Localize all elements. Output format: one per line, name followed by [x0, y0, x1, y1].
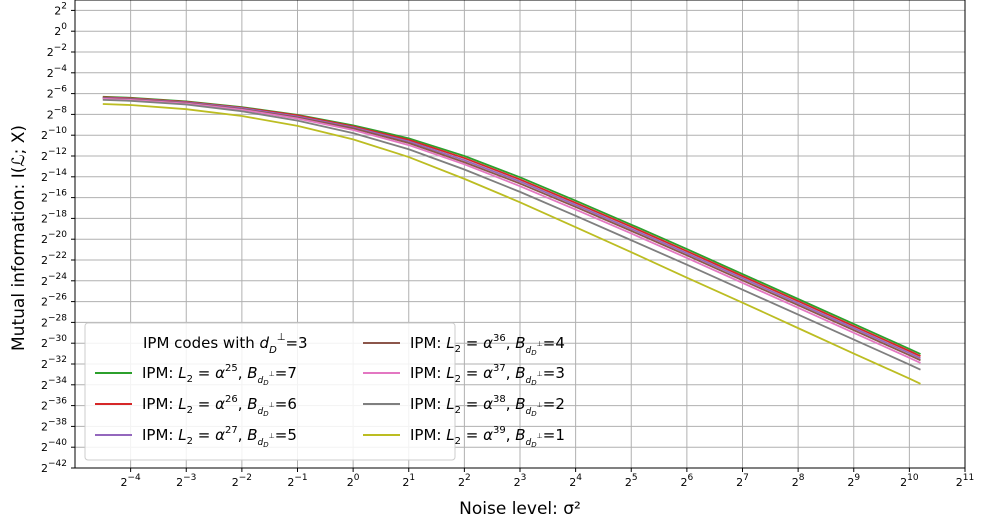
legend-entry-5: IPM: L2 = α37, BdD⊥=3 [410, 363, 565, 387]
x-tick-label: 211 [956, 473, 974, 489]
legend-entry-6: IPM: L2 = α38, BdD⊥=2 [410, 394, 565, 418]
y-tick-label: 2−34 [41, 376, 67, 392]
y-tick-label: 2−16 [41, 189, 67, 205]
series-line-5 [102, 97, 921, 364]
y-tick-label: 2−36 [41, 397, 67, 413]
x-tick-label: 25 [625, 473, 638, 489]
y-tick-label: 2−10 [41, 126, 67, 142]
series-line-6 [102, 98, 921, 371]
y-tick-label: 22 [54, 1, 67, 17]
series-line-7 [102, 103, 921, 385]
x-tick-label: 22 [458, 473, 471, 489]
y-tick-label: 2−22 [41, 251, 67, 267]
legend-title: IPM codes with dD⊥=3 [143, 332, 308, 356]
x-tick-label: 23 [514, 473, 527, 489]
x-tick-label: 28 [792, 473, 805, 489]
legend-entry-3: IPM: L2 = α27, BdD⊥=5 [142, 425, 297, 449]
y-tick-label: 2−14 [41, 168, 67, 184]
y-tick-label: 2−18 [41, 209, 67, 225]
y-tick-label: 2−40 [41, 438, 67, 454]
x-tick-label: 2−2 [232, 473, 252, 489]
y-tick-label: 2−30 [41, 334, 67, 350]
x-tick-label: 2−4 [120, 473, 141, 489]
y-tick-label: 2−24 [41, 272, 67, 288]
y-axis-label: Mutual information: I(ℒ; X) [9, 125, 29, 351]
legend-entry-7: IPM: L2 = α39, BdD⊥=1 [410, 425, 565, 449]
x-tick-label: 20 [347, 473, 360, 489]
legend-box [84, 322, 456, 461]
y-tick-label: 2−32 [41, 355, 67, 371]
legend-entry-4: IPM: L2 = α36, BdD⊥=4 [410, 333, 565, 357]
y-tick-label: 2−6 [47, 85, 68, 101]
y-tick-label: 2−42 [41, 459, 67, 475]
legend-entry-1: IPM: L2 = α25, BdD⊥=7 [142, 363, 297, 387]
y-tick-label: 2−38 [41, 417, 67, 433]
x-tick-label: 29 [847, 473, 860, 489]
x-tick-label: 24 [569, 473, 582, 489]
y-tick-label: 2−4 [47, 64, 68, 80]
legend-entry-2: IPM: L2 = α26, BdD⊥=6 [142, 394, 297, 418]
x-tick-label: 21 [402, 473, 415, 489]
x-tick-label: 2−3 [176, 473, 196, 489]
x-tick-label: 27 [736, 473, 749, 489]
x-tick-label: 210 [900, 473, 919, 489]
x-axis: 2−4 2−3 2−2 2−1 20 21 22 23 24 25 26 27 28 29 210 211 [120, 468, 974, 489]
x-tick-label: 2−1 [287, 473, 307, 489]
y-tick-label: 20 [54, 22, 67, 38]
y-tick-label: 2−2 [47, 43, 67, 59]
y-tick-label: 2−12 [41, 147, 67, 163]
y-tick-label: 2−8 [47, 105, 68, 121]
x-tick-label: 26 [681, 473, 694, 489]
y-tick-label: 2−28 [41, 313, 67, 329]
series-lines [102, 95, 921, 385]
legend: IPM codes with dD⊥=3 IPM: L2 = α25, BdD⊥=… [84, 322, 565, 461]
x-axis-label: Noise level: σ² [459, 499, 581, 519]
y-tick-label: 2−26 [41, 293, 67, 309]
y-tick-label: 2−20 [41, 230, 67, 246]
y-axis: 22 20 2−2 2−4 2−6 2−8 2−10 2−12 2−14 2−16 2−18 2−20… [41, 1, 75, 475]
